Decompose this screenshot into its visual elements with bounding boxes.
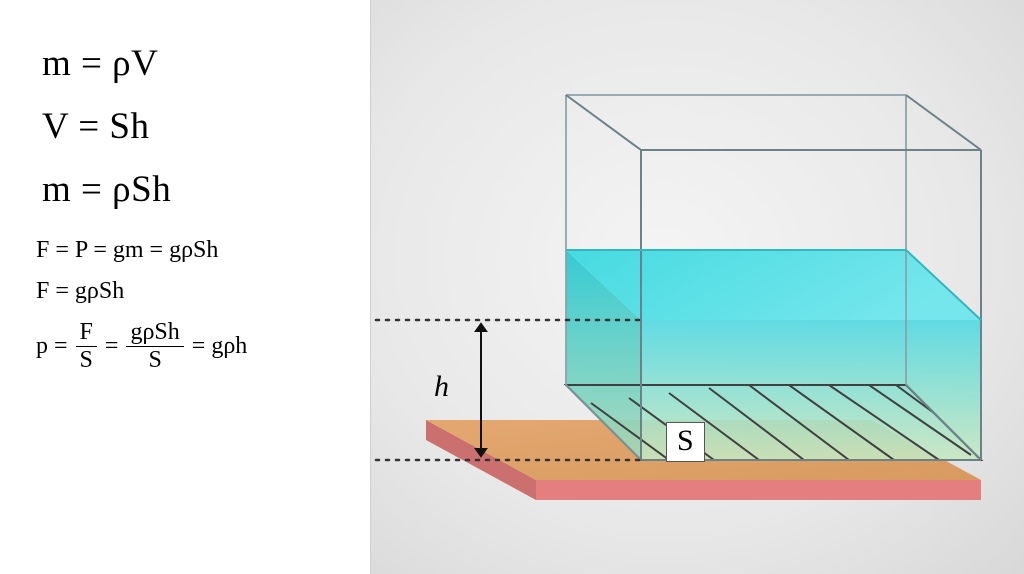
- equation-3: m = ρSh: [42, 168, 350, 211]
- equation-6: p = F S = gρSh S = gρh: [36, 319, 350, 374]
- equation-4: F = P = gm = gρSh: [36, 237, 350, 264]
- formula-panel: m = ρV V = Sh m = ρSh F = P = gm = gρSh …: [0, 0, 370, 574]
- equation-2: V = Sh: [42, 105, 350, 148]
- area-label: S: [666, 422, 705, 462]
- pressure-diagram: [371, 0, 1024, 574]
- equation-5: F = gρSh: [36, 278, 350, 305]
- board-front: [536, 480, 981, 500]
- equation-1: m = ρV: [42, 42, 350, 85]
- diagram-panel: h S: [370, 0, 1024, 574]
- height-label: h: [434, 370, 449, 404]
